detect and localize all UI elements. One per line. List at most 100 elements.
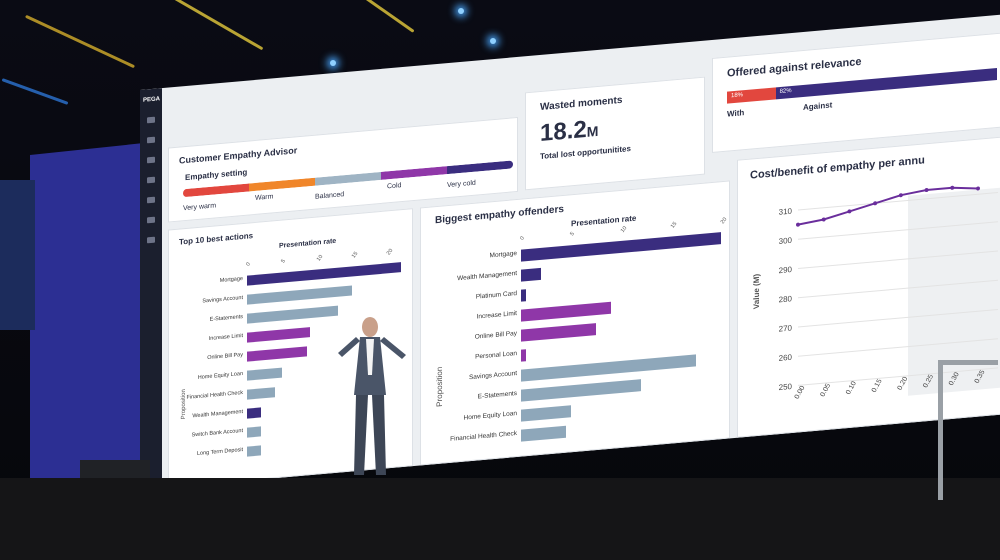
bar[interactable] xyxy=(521,425,566,442)
wasted-value: 18.2M xyxy=(540,115,599,148)
grid-line xyxy=(798,192,998,211)
with-segment: 18% xyxy=(727,87,776,104)
nav-icon[interactable] xyxy=(147,116,155,124)
against-segment: 82% xyxy=(775,68,997,100)
y-tick: 300 xyxy=(779,236,793,246)
bar-label: Personal Loan xyxy=(475,350,517,361)
bar-label: Long Term Deposit xyxy=(196,446,243,458)
card-title: Wasted moments xyxy=(540,94,623,114)
tick-label: 10 xyxy=(619,225,629,234)
tick-label: 5 xyxy=(569,231,576,238)
x-tick: 0.15 xyxy=(871,378,884,393)
grid-line xyxy=(798,367,998,386)
with-label: With xyxy=(727,108,745,119)
y-tick: 260 xyxy=(779,353,793,363)
tick-label: 10 xyxy=(315,254,325,263)
bar-label: Increase Limit xyxy=(476,310,517,321)
against-label: Against xyxy=(803,100,833,112)
bar[interactable] xyxy=(521,379,641,402)
x-tick: 0.10 xyxy=(845,380,858,395)
bar[interactable] xyxy=(247,387,275,400)
bar[interactable] xyxy=(247,285,352,305)
nav-icon[interactable] xyxy=(147,156,155,164)
nav-icon[interactable] xyxy=(147,236,155,244)
x-tick: 0.05 xyxy=(819,383,832,398)
tick-label: 0 xyxy=(245,261,252,268)
grid-line xyxy=(798,221,998,240)
wasted-moments-card: Wasted moments 18.2M Total lost opportun… xyxy=(525,76,705,191)
y-tick: 280 xyxy=(779,294,793,304)
bar-label: Increase Limit xyxy=(208,332,243,342)
light-beam xyxy=(1,78,69,105)
bar-label: Mortgage xyxy=(219,275,243,285)
bar[interactable] xyxy=(521,323,596,342)
card-title: Offered against relevance xyxy=(727,55,862,80)
slider-segment[interactable] xyxy=(447,160,513,175)
bar[interactable] xyxy=(247,426,261,438)
bar-label: Mortgage xyxy=(489,250,517,260)
bar[interactable] xyxy=(521,232,721,262)
slider-segment[interactable] xyxy=(315,171,381,186)
slider-label: Balanced xyxy=(315,191,345,201)
y-tick: 270 xyxy=(779,323,793,333)
stage-monitor xyxy=(80,460,150,478)
tick-label: 15 xyxy=(350,250,360,260)
slider-label: Very warm xyxy=(183,202,217,213)
card-title: Customer Empathy Advisor xyxy=(179,145,298,166)
bar-label: Online Bill Pay xyxy=(474,330,517,341)
card-title: Top 10 best actions xyxy=(179,231,254,247)
bar-label: Switch Bank Account xyxy=(191,427,243,439)
nav-icon[interactable] xyxy=(147,216,155,224)
stage-light xyxy=(490,38,496,44)
bar[interactable] xyxy=(247,407,261,419)
app-nav-rail: PEGA xyxy=(140,88,162,490)
stage-light xyxy=(330,60,336,66)
speaker-person xyxy=(338,317,406,475)
y-tick: 310 xyxy=(779,207,793,217)
setting-label: Empathy setting xyxy=(185,167,248,183)
bar-label: Home Equity Loan xyxy=(463,410,517,422)
tick-label: 20 xyxy=(385,247,395,257)
bar[interactable] xyxy=(247,327,310,343)
bar[interactable] xyxy=(247,445,261,457)
pega-logo: PEGA xyxy=(143,96,161,104)
bar[interactable] xyxy=(247,262,401,286)
bar-label: Financial Health Check xyxy=(450,430,517,443)
bar[interactable] xyxy=(247,346,307,362)
bar[interactable] xyxy=(521,405,571,422)
costbenefit-card: Cost/benefit of empathy per annu Value (… xyxy=(737,136,1000,438)
slider-segment[interactable] xyxy=(249,177,315,192)
grid-line xyxy=(798,308,998,328)
offered-relevance-card: Offered against relevance 18% 82% With A… xyxy=(712,32,1000,153)
stair-railing xyxy=(938,360,998,500)
nav-icon[interactable] xyxy=(147,176,155,184)
series-line xyxy=(797,186,979,226)
bar-label: Wealth Management xyxy=(457,270,517,283)
slider-label: Warm xyxy=(255,193,274,202)
bar[interactable] xyxy=(247,305,338,324)
nav-icon[interactable] xyxy=(147,196,155,204)
grid-line xyxy=(798,250,998,270)
x-tick: 0.25 xyxy=(922,374,935,389)
bar[interactable] xyxy=(521,354,696,382)
light-beam xyxy=(355,0,415,33)
y-tick: 250 xyxy=(779,382,793,392)
bar-label: Platinum Card xyxy=(475,290,517,301)
offenders-card: Biggest empathy offenders Presentation r… xyxy=(420,180,730,466)
grid-line xyxy=(798,338,998,357)
tick-label: 15 xyxy=(669,221,679,230)
bar[interactable] xyxy=(521,349,526,362)
x-tick: 0.20 xyxy=(897,376,910,391)
bar[interactable] xyxy=(521,289,526,302)
nav-icon[interactable] xyxy=(147,136,155,144)
bar[interactable] xyxy=(521,301,611,322)
light-beam xyxy=(166,0,264,51)
bar-label: Home Equity Loan xyxy=(197,370,243,381)
side-screen xyxy=(0,180,35,330)
slider-segment[interactable] xyxy=(183,183,249,198)
slider-segment[interactable] xyxy=(381,166,447,180)
bar[interactable] xyxy=(521,267,541,282)
tick-label: 20 xyxy=(719,216,729,226)
bar[interactable] xyxy=(247,367,282,381)
y-tick: 290 xyxy=(779,265,793,275)
